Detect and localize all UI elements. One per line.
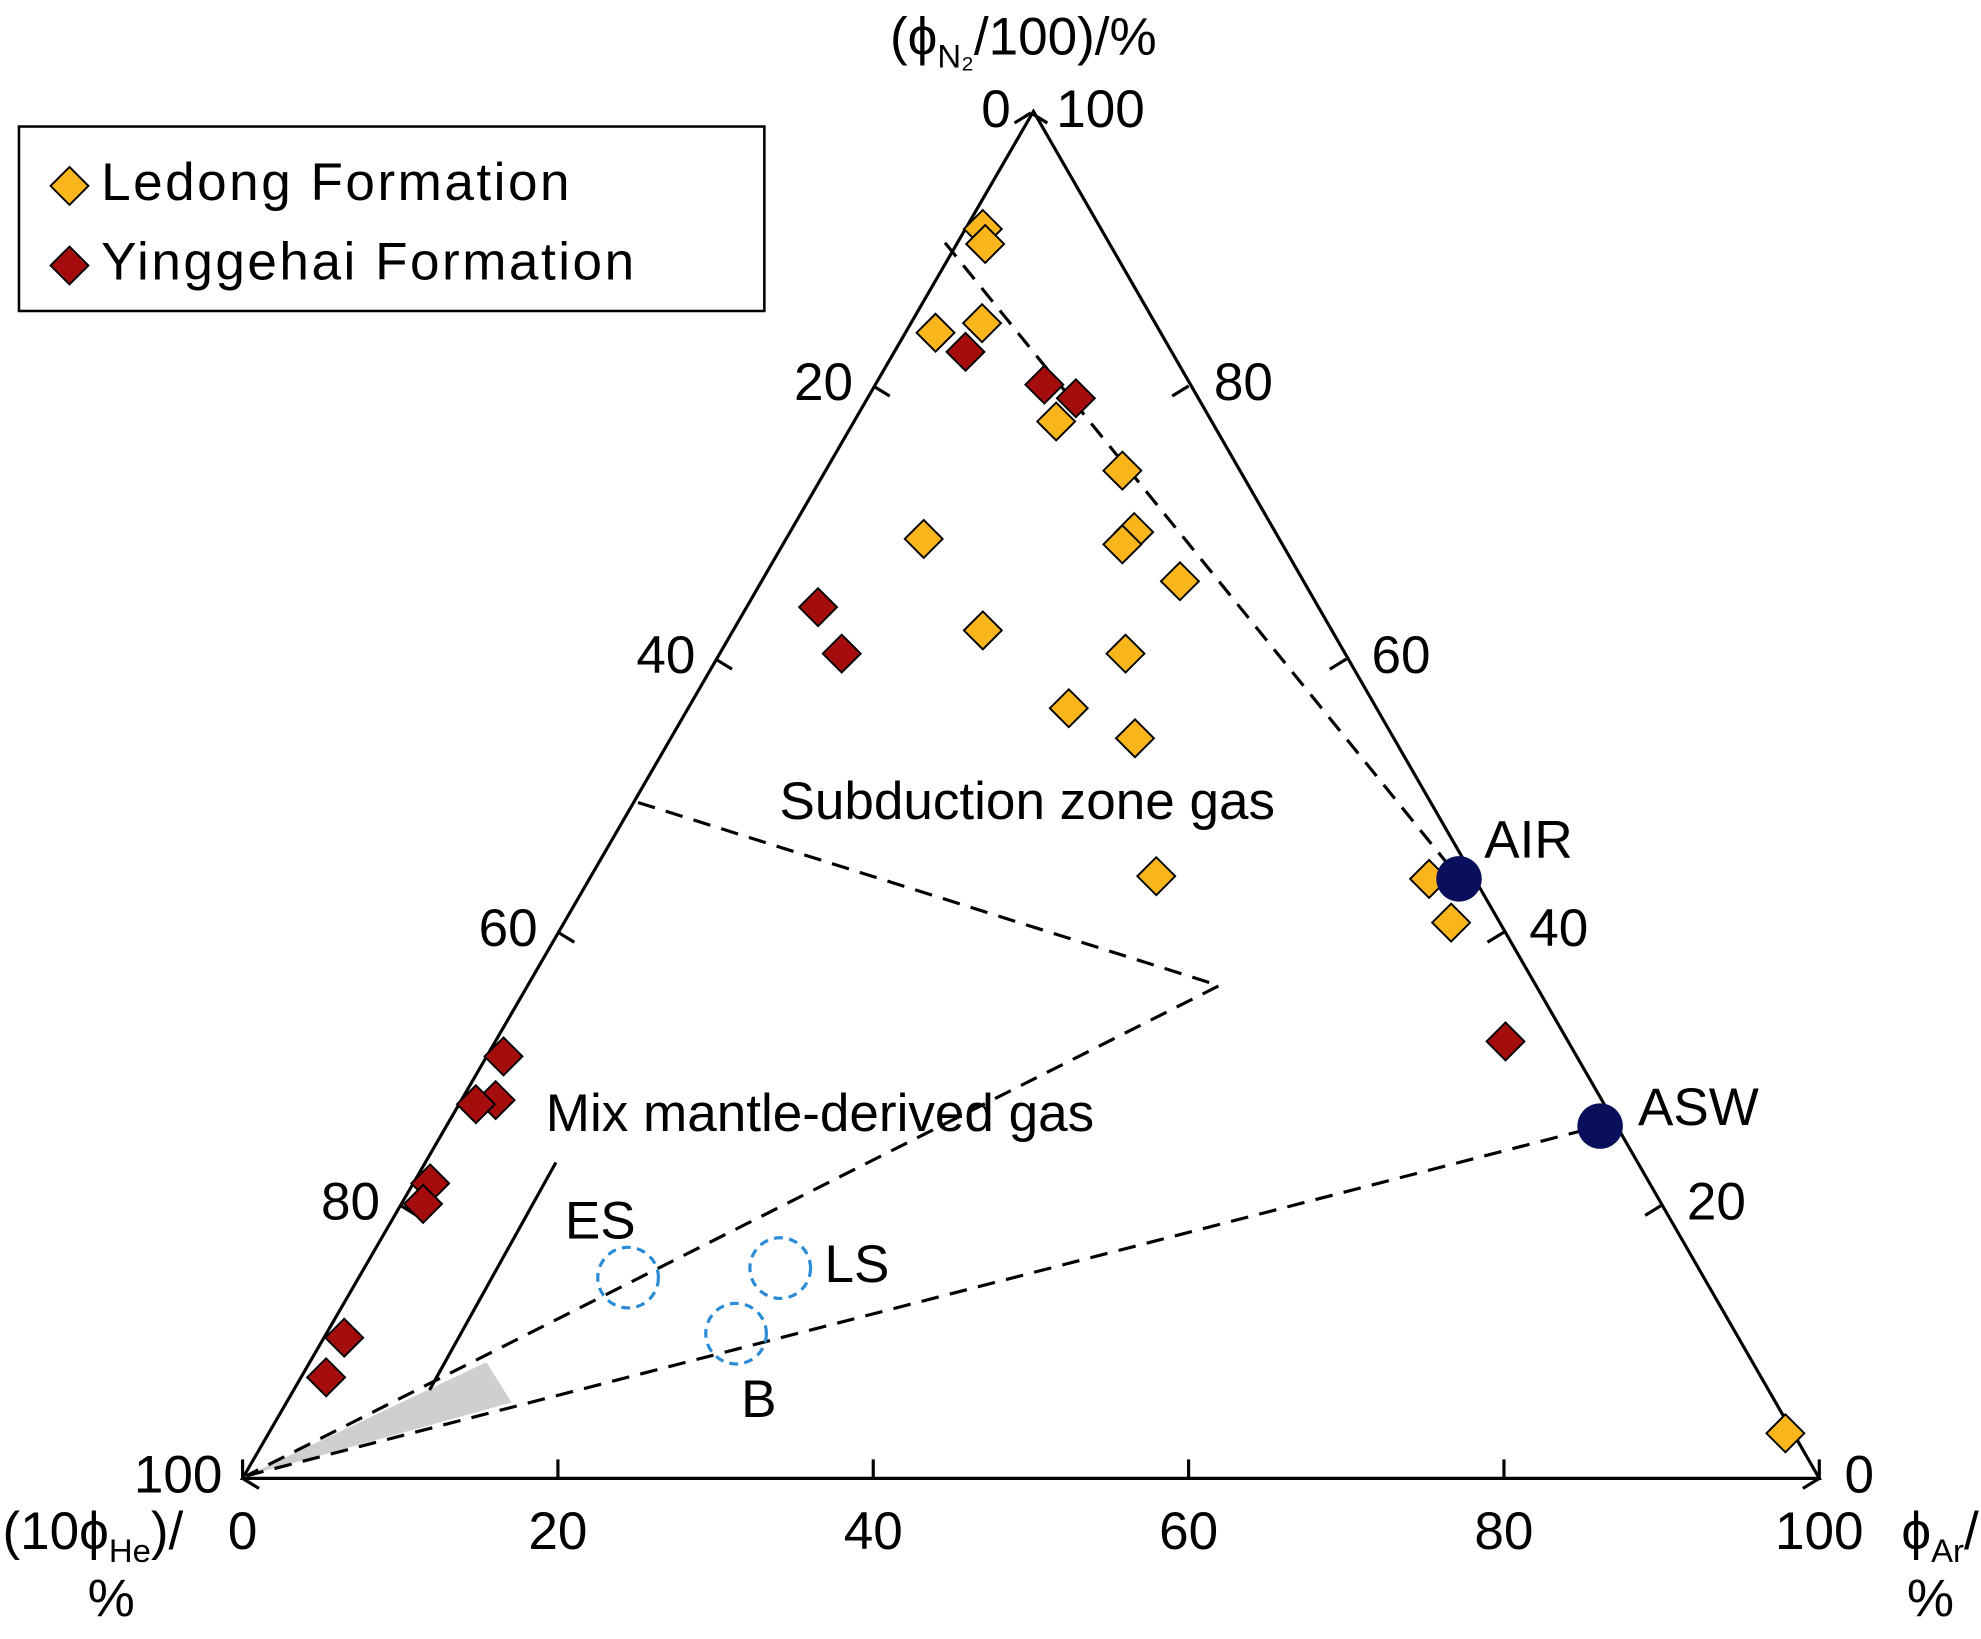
data-point [483, 1036, 524, 1077]
title-part: (10ϕ [3, 1502, 109, 1561]
legend-label: Yinggehai Formation [101, 233, 637, 292]
left-axis-unit: % [88, 1569, 135, 1628]
data-point [1102, 524, 1143, 565]
title-part: (ϕ [890, 8, 937, 67]
end-member [1577, 1103, 1623, 1149]
data-point [1430, 902, 1472, 943]
data-point [323, 1317, 365, 1359]
right-tick-label: 100 [1056, 80, 1145, 139]
title-part: Ar [1931, 1532, 1964, 1569]
legend-label: Ledong Formation [101, 153, 572, 212]
data-point [1159, 560, 1201, 602]
data-point [915, 312, 956, 354]
left-tick-label: 40 [636, 626, 695, 685]
left-tick-label: 20 [794, 353, 853, 412]
tick-mark [872, 384, 891, 398]
data-point [945, 331, 986, 373]
data-point [305, 1357, 347, 1398]
title-part: / [1964, 1502, 1979, 1561]
right-tick-label: 0 [1845, 1445, 1875, 1504]
tick-mark [1013, 111, 1032, 125]
tick-mark [241, 1477, 260, 1490]
title-part: )/ [151, 1502, 184, 1561]
left-tick-label: 0 [981, 80, 1011, 139]
data-point [1135, 855, 1177, 897]
field-label: ES [565, 1192, 636, 1251]
boundary-line [245, 1124, 1602, 1478]
legend-box [17, 125, 766, 313]
data-point [1024, 364, 1065, 405]
bottom-tick-label: 80 [1474, 1502, 1533, 1561]
top-axis-title: (ϕN₂/100)/% [890, 8, 1157, 75]
tick-mark [1802, 1477, 1821, 1490]
right-tick-label: 80 [1214, 353, 1273, 412]
leader-line [428, 1161, 558, 1391]
title-part: ϕ [1901, 1502, 1931, 1561]
bottom-axis-unit: % [1907, 1569, 1954, 1628]
tick-mark [1030, 111, 1049, 125]
mantle-field [246, 1362, 512, 1476]
end-member-label: AIR [1484, 811, 1572, 870]
title-part: N₂ [937, 38, 973, 75]
right-tick-label: 60 [1372, 626, 1431, 685]
field-label: B [741, 1370, 776, 1429]
bottom-tick-label: 20 [528, 1502, 587, 1561]
field-circle [748, 1236, 813, 1300]
data-point [903, 518, 945, 560]
data-point [1105, 633, 1146, 674]
data-point [455, 1083, 497, 1125]
end-member [1436, 856, 1482, 902]
data-point [797, 586, 839, 628]
right-tick-label: 40 [1529, 899, 1588, 958]
boundary-line [943, 241, 1461, 880]
end-member-label: ASW [1638, 1078, 1759, 1137]
legend-marker [49, 245, 90, 286]
data-point [1048, 687, 1090, 729]
right-tick-label: 20 [1687, 1172, 1746, 1231]
bottom-tick-label: 100 [1775, 1502, 1864, 1561]
data-point [1765, 1413, 1806, 1454]
data-point [1114, 717, 1156, 759]
legend-marker [49, 165, 90, 207]
data-point [962, 610, 1004, 651]
title-part: /100)/% [974, 8, 1157, 67]
tick-mark [1171, 384, 1190, 398]
data-point [1102, 450, 1143, 491]
tick-mark [1486, 930, 1505, 944]
field-circle [704, 1301, 768, 1366]
data-point [961, 302, 1003, 344]
tick-mark [1329, 657, 1348, 671]
data-point [402, 1183, 444, 1225]
tick-mark [714, 657, 733, 671]
annotation: Mix mantle-derived gas [546, 1084, 1094, 1143]
left-axis-title: (10ϕHe)/ [3, 1502, 184, 1569]
field-circle [596, 1245, 660, 1310]
data-point [1055, 377, 1097, 419]
left-tick-label: 100 [134, 1445, 223, 1504]
tick-mark [557, 930, 576, 944]
data-point [1035, 401, 1077, 442]
bottom-tick-label: 40 [844, 1502, 903, 1561]
bottom-axis-title: ϕAr/ [1901, 1502, 1979, 1569]
data-point [1485, 1021, 1526, 1062]
field-label: LS [824, 1235, 889, 1294]
left-tick-label: 60 [479, 899, 538, 958]
data-point [964, 223, 1006, 265]
tick-mark [1644, 1203, 1663, 1217]
annotation: Subduction zone gas [780, 772, 1275, 831]
bottom-tick-label: 0 [228, 1502, 258, 1561]
triangle-frame [239, 108, 1823, 1480]
data-point [821, 633, 863, 674]
left-tick-label: 80 [321, 1172, 380, 1231]
bottom-tick-label: 60 [1159, 1502, 1218, 1561]
title-part: He [109, 1532, 151, 1569]
